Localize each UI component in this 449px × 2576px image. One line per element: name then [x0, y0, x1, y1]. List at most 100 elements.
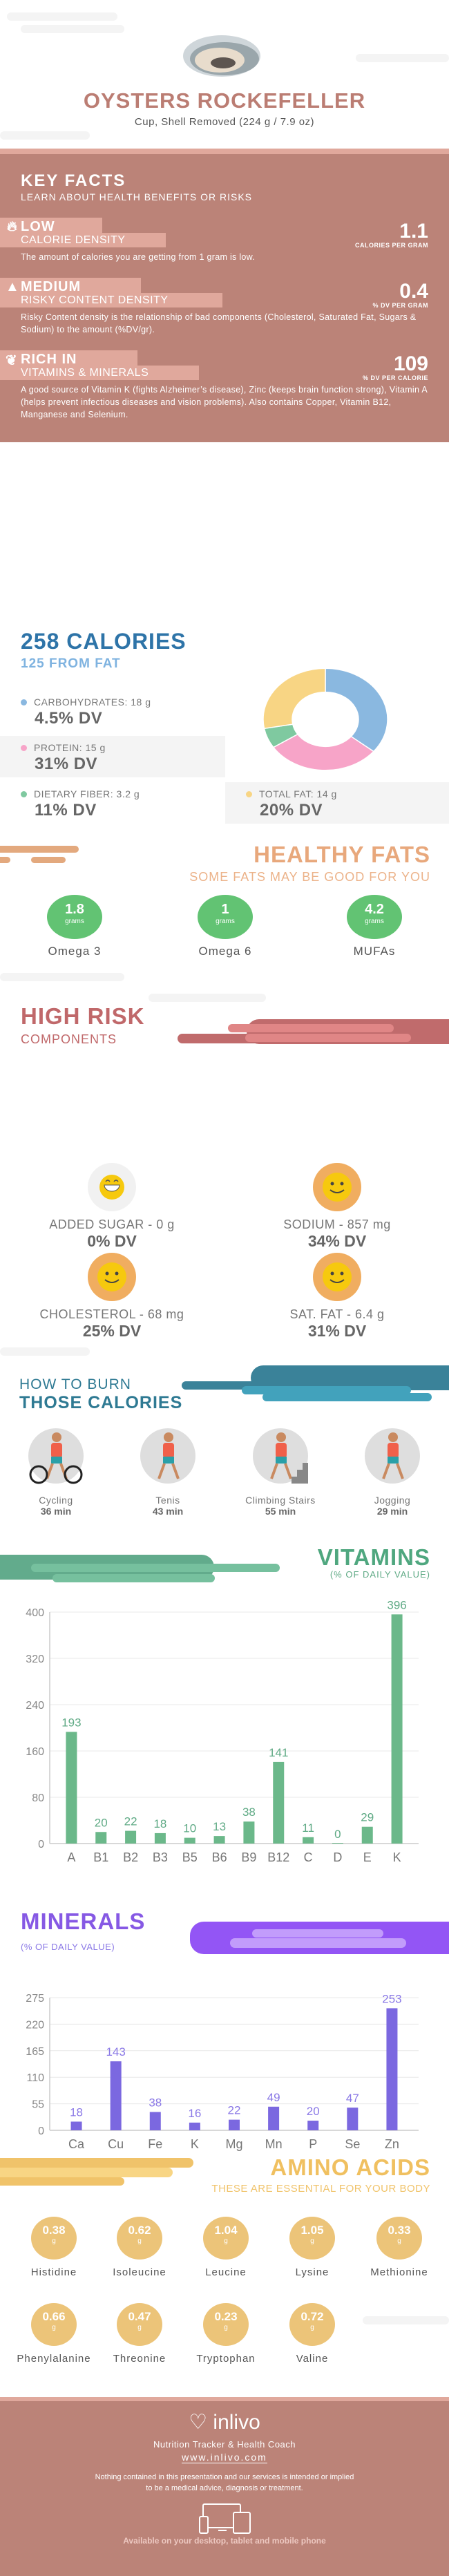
- amino-subtitle: THESE ARE ESSENTIAL FOR YOUR BODY: [211, 2183, 430, 2195]
- y-tick-label: 0: [38, 2125, 44, 2137]
- healthy-fats-title: HEALTHY FATS: [254, 842, 430, 867]
- data-label: 0: [334, 1828, 341, 1841]
- inlivo-logo: ♡ inlivo: [189, 2411, 260, 2434]
- data-label: 29: [361, 1811, 374, 1824]
- minerals-subtitle: (% OF DAILY VALUE): [21, 1942, 115, 1952]
- bar-B9: [243, 1821, 255, 1844]
- x-tick-label: K: [393, 1850, 401, 1864]
- y-tick-label: 165: [26, 2046, 44, 2058]
- data-label: 18: [70, 2105, 83, 2119]
- risk-item: ADDED SUGAR - 0 g 0% DV: [8, 1163, 216, 1251]
- donut-slice-3: [262, 667, 326, 730]
- y-tick-label: 110: [26, 2072, 44, 2084]
- activity-0: Cycling 36 min: [4, 1425, 108, 1517]
- x-tick-label: B1: [93, 1850, 108, 1864]
- burn-title-2: THOSE CALORIES: [19, 1393, 183, 1412]
- data-label: 11: [302, 1821, 314, 1835]
- heart-leaf-icon: ♡: [189, 2411, 213, 2434]
- amino-phenylalanine: 0.66 g Phenylalanine: [9, 2303, 99, 2365]
- high-risk-title: HIGH RISK: [21, 1003, 145, 1029]
- bar-Mn: [268, 2106, 280, 2130]
- x-tick-label: Mn: [265, 2137, 283, 2151]
- x-tick-label: B6: [212, 1850, 227, 1864]
- bar-B5: [184, 1837, 195, 1844]
- bar-P: [307, 2121, 319, 2130]
- data-label: 13: [213, 1820, 226, 1833]
- calories-from-fat: 125 FROM FAT: [21, 656, 121, 671]
- grin-face-icon: [88, 1163, 136, 1211]
- bar-D: [332, 1843, 343, 1844]
- macro-donut-chart: [262, 667, 388, 771]
- bar-Mg: [229, 2119, 240, 2130]
- x-tick-label: Fe: [148, 2137, 162, 2151]
- x-tick-label: B2: [123, 1850, 138, 1864]
- warning-icon: ▲: [6, 279, 20, 294]
- bar-Fe: [149, 2112, 161, 2130]
- bar-Ca: [70, 2121, 82, 2130]
- data-label: 193: [61, 1716, 81, 1729]
- y-tick-label: 220: [26, 2019, 44, 2031]
- bar-A: [66, 1732, 77, 1844]
- fat-omega3: 1.8 grams Omega 3: [33, 895, 116, 958]
- data-label: 16: [188, 2107, 201, 2120]
- data-label: 49: [267, 2091, 280, 2104]
- calories-title: 258 CALORIES: [21, 629, 187, 654]
- minerals-chart: 0 55 110 165 220 275 18 Ca 143 Cu 38 Fe 16 K 22 Mg 49 Mn 2…: [26, 1992, 419, 2151]
- healthy-fats-subtitle: SOME FATS MAY BE GOOD FOR YOU: [189, 870, 430, 884]
- x-tick-label: Ca: [68, 2137, 85, 2151]
- data-label: 10: [183, 1822, 196, 1835]
- activity-1: Tenis 43 min: [116, 1425, 220, 1517]
- x-tick-label: E: [363, 1850, 372, 1864]
- x-tick-label: Se: [345, 2137, 360, 2151]
- amino-threonine: 0.47 g Threonine: [95, 2303, 184, 2365]
- macro-fat: TOTAL FAT: 14 g 20% DV: [246, 788, 337, 820]
- risk-item: CHOLESTEROL - 68 mg 25% DV: [8, 1253, 216, 1341]
- vitamins-chart: 0 80 160 240 320 400 193 A 20 B1 22 B2 18 B3 10 B5 13 B6 3…: [26, 1598, 419, 1864]
- x-tick-label: K: [191, 2137, 199, 2151]
- y-tick-label: 240: [26, 1700, 44, 1712]
- bar-B12: [273, 1761, 285, 1844]
- risk-item: SAT. FAT - 6.4 g 31% DV: [233, 1253, 441, 1341]
- data-label: 22: [228, 2104, 241, 2117]
- available-text: Available on your desktop, tablet and mo…: [123, 2536, 326, 2546]
- x-tick-label: Cu: [108, 2137, 124, 2151]
- data-label: 22: [124, 1815, 137, 1828]
- key-facts-title: KEY FACTS: [21, 171, 126, 190]
- x-tick-label: B5: [182, 1850, 198, 1864]
- amino-title: AMINO ACIDS: [270, 2154, 430, 2180]
- devices-icon: [199, 2503, 251, 2534]
- footer: [0, 2397, 449, 2576]
- disclaimer-1: Nothing contained in this presentation a…: [95, 2473, 354, 2481]
- x-tick-label: C: [304, 1850, 313, 1864]
- y-tick-label: 0: [38, 1839, 44, 1850]
- amino-valine: 0.72 g Valine: [267, 2303, 357, 2365]
- data-label: 47: [346, 2092, 359, 2105]
- y-tick-label: 275: [26, 1993, 44, 2005]
- smile-face-icon: [313, 1253, 361, 1301]
- data-label: 20: [95, 1816, 108, 1829]
- activity-3: Jogging 29 min: [341, 1425, 444, 1517]
- x-tick-label: D: [333, 1850, 342, 1864]
- data-label: 143: [106, 2045, 125, 2058]
- bar-B2: [125, 1830, 137, 1844]
- stairs-climber-icon: [253, 1428, 308, 1484]
- bar-K: [391, 1614, 403, 1844]
- vitamins-subtitle: (% OF DAILY VALUE): [329, 1569, 430, 1580]
- smile-face-icon: [88, 1253, 136, 1301]
- oyster-image: [182, 31, 267, 83]
- leaf-icon: ❦: [6, 353, 18, 368]
- bar-E: [361, 1826, 373, 1844]
- amino-leucine: 1.04 g Leucine: [181, 2217, 271, 2278]
- page-title: OYSTERS ROCKEFELLER: [83, 88, 366, 113]
- fat-mufas: 4.2 grams MUFAs: [333, 895, 416, 958]
- amino-methionine: 0.33 g Methionine: [354, 2217, 444, 2278]
- amino-isoleucine: 0.62 g Isoleucine: [95, 2217, 184, 2278]
- amino-lysine: 1.05 g Lysine: [267, 2217, 357, 2278]
- smile-face-icon: [313, 1163, 361, 1211]
- x-tick-label: Zn: [385, 2137, 399, 2151]
- bar-Cu: [110, 2061, 122, 2130]
- bicycle-person-icon: [28, 1428, 84, 1484]
- footer-url-link[interactable]: www.inlivo.com: [182, 2452, 267, 2463]
- y-tick-label: 80: [32, 1792, 44, 1804]
- data-label: 38: [149, 2096, 162, 2109]
